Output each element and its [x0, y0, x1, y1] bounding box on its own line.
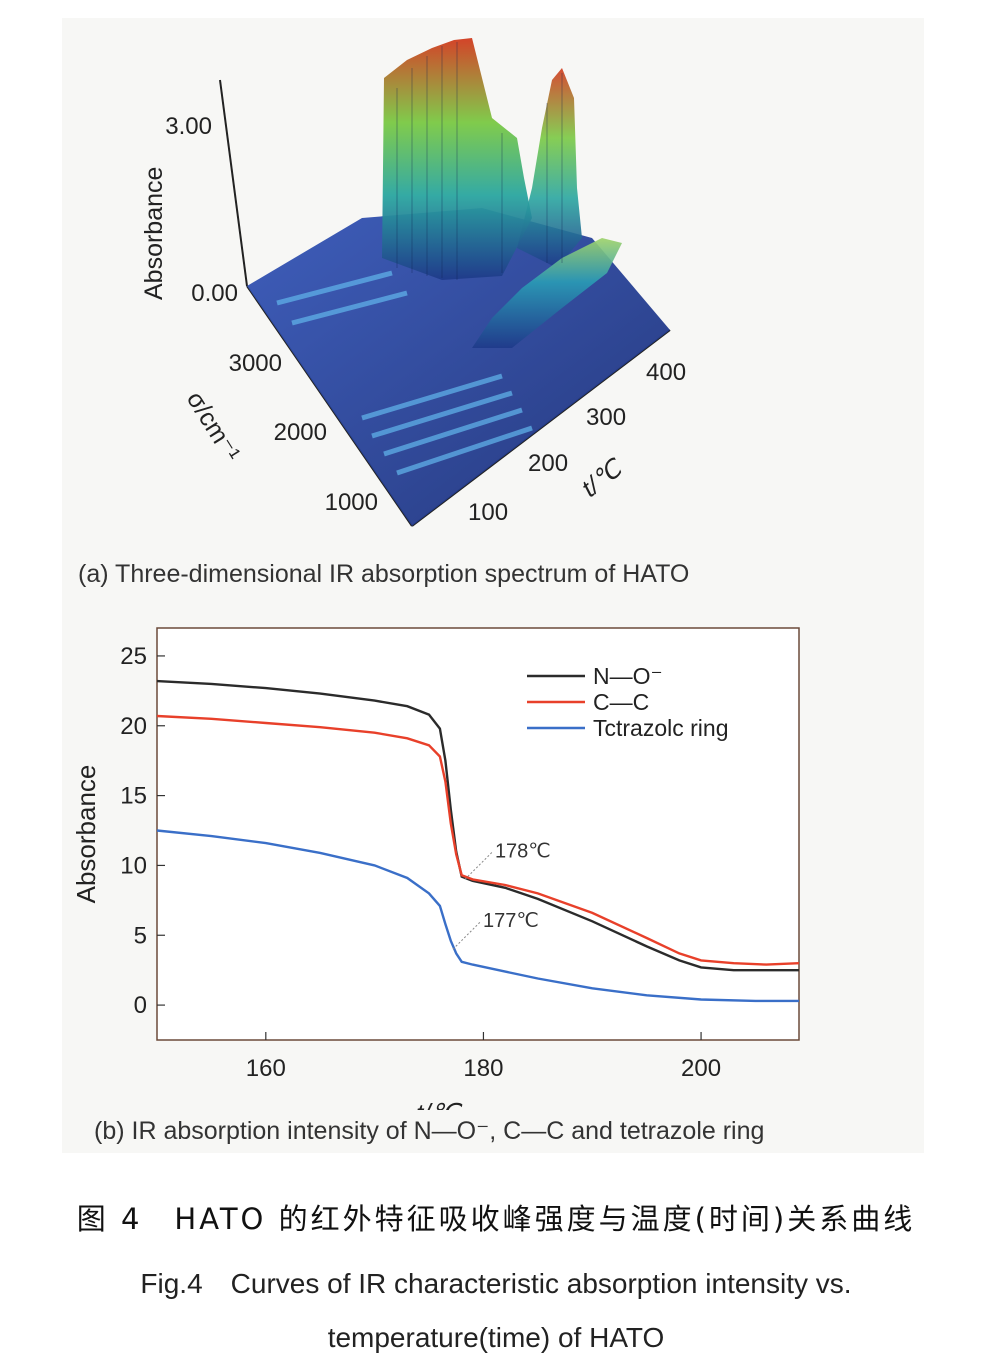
figure-b-caption: (b) IR absorption intensity of N—O⁻, C—C…	[94, 1117, 765, 1145]
surface-texture	[396, 42, 563, 280]
figure-caption-chinese: 图 4 HATO 的红外特征吸收峰强度与温度(时间)关系曲线	[76, 1202, 916, 1236]
sigma-tick-label: 2000	[274, 419, 327, 446]
figure-caption-english-line2: temperature(time) of HATO	[327, 1322, 665, 1353]
x-tick-label: 200	[681, 1055, 721, 1082]
x-tick-label: 160	[246, 1055, 286, 1082]
legend-label: Tctrazolc ring	[593, 715, 728, 741]
t-tick-label: 400	[646, 359, 686, 386]
annotation-label: 177℃	[483, 910, 539, 932]
series-line	[156, 714, 800, 966]
surface-lower-ridge	[472, 238, 622, 348]
t-axis-label: t/℃	[576, 453, 629, 503]
surface-second-peak	[517, 68, 582, 268]
z-tick-label: 3.00	[165, 113, 212, 140]
x-tick-label: 180	[463, 1055, 503, 1082]
sigma-axis-label: σ/cm⁻¹	[181, 386, 246, 466]
y-tick-label: 0	[134, 992, 147, 1019]
y-tick-label: 15	[120, 783, 147, 810]
t-tick-label: 300	[586, 404, 626, 431]
figure-a-3d-spectrum: 3.00 0.00 Absorbance 3000 2000 1000 σ/cm…	[140, 38, 686, 527]
annotation-leader	[452, 920, 482, 950]
y-tick-label: 5	[134, 922, 147, 949]
series-line	[156, 829, 799, 1003]
figure-caption-english-line1: Fig.4 Curves of IR characteristic absorp…	[140, 1268, 852, 1299]
legend-label: N—O⁻	[593, 663, 663, 689]
figure-a-caption: (a) Three-dimensional IR absorption spec…	[78, 560, 690, 588]
y-tick-label: 20	[120, 713, 147, 740]
sigma-tick-label: 1000	[325, 489, 378, 516]
annotation-leader	[464, 851, 494, 880]
figure-b-line-chart: 25 20 15 10 5 0 160 180 200 t/℃ Absorbance N—O⁻C—CT…	[71, 627, 800, 1110]
y-tick-label: 25	[120, 643, 147, 670]
legend-label: C—C	[593, 689, 649, 715]
z-tick-label: 0.00	[191, 280, 238, 307]
t-tick-label: 200	[528, 450, 568, 477]
x-axis-label: t/℃	[416, 1098, 462, 1110]
annotation-label: 178℃	[495, 840, 551, 862]
z-axis	[219, 79, 248, 287]
surface-ridges	[276, 270, 533, 476]
z-axis-label: Absorbance	[140, 167, 168, 300]
plot-frame	[156, 627, 800, 1041]
y-tick-label: 10	[120, 852, 147, 879]
surface-main-peak	[382, 38, 532, 280]
y-axis-label: Absorbance	[71, 765, 101, 904]
t-tick-label: 100	[468, 499, 508, 526]
sigma-tick-label: 3000	[229, 350, 282, 377]
